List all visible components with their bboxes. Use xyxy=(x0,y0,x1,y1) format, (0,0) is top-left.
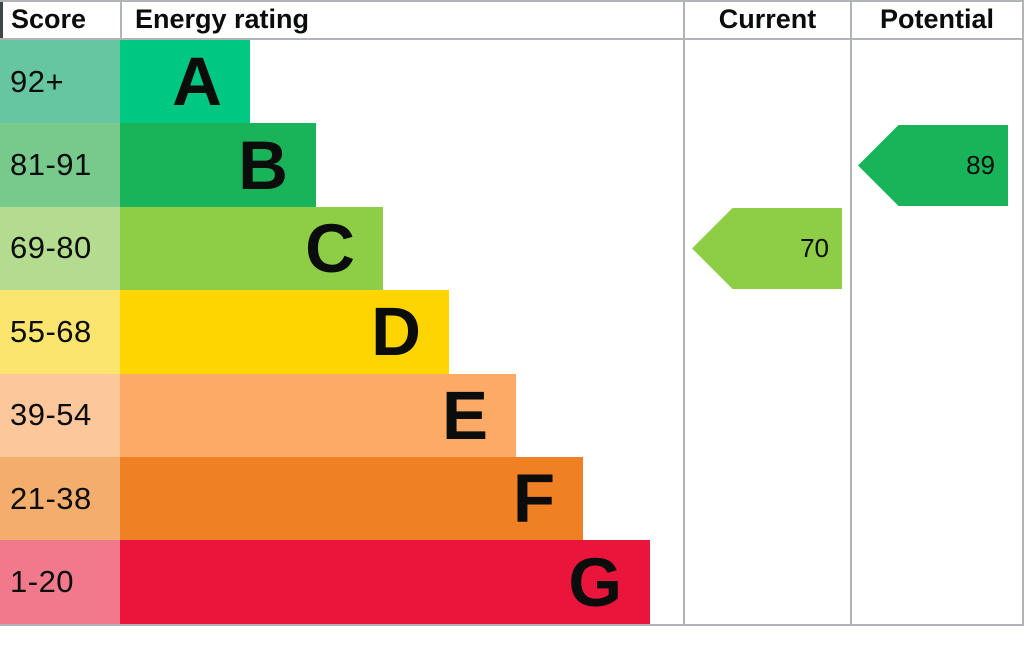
current-column-header: Current xyxy=(683,2,850,38)
score-range-f: 21-38 xyxy=(0,456,120,541)
rating-bar-f: F xyxy=(120,456,583,541)
band-row-c: 69-80 C xyxy=(0,206,683,291)
chart-header: Score Energy rating Current Potential xyxy=(0,0,1024,40)
rating-bar-c: C xyxy=(120,206,383,291)
score-range-d: 55-68 xyxy=(0,290,120,374)
rating-bar-a: A xyxy=(120,40,250,124)
band-letter-a: A xyxy=(172,43,222,121)
score-range-a: 92+ xyxy=(0,40,120,124)
band-letter-f: F xyxy=(512,460,555,538)
band-row-f: 21-38 F xyxy=(0,456,683,541)
potential-column-header: Potential xyxy=(850,2,1024,38)
score-range-c: 69-80 xyxy=(0,206,120,291)
rating-bar-b: B xyxy=(120,123,316,207)
potential-rating-arrow: 89 xyxy=(858,125,1008,206)
current-rating-arrow: 70 xyxy=(692,208,842,289)
rating-bar-d: D xyxy=(120,290,449,374)
score-column-header: Score xyxy=(0,2,120,38)
band-letter-b: B xyxy=(238,126,288,204)
band-row-g: 1-20 G xyxy=(0,540,683,624)
chart-body: 92+ A 81-91 B 69-80 C 55-68 D xyxy=(0,40,1024,626)
current-column: 70 xyxy=(683,40,850,624)
band-row-a: 92+ A xyxy=(0,40,683,124)
band-row-b: 81-91 B xyxy=(0,123,683,207)
potential-column: 89 xyxy=(850,40,1024,624)
band-letter-g: G xyxy=(568,543,622,621)
band-letter-c: C xyxy=(305,209,355,287)
score-range-g: 1-20 xyxy=(0,540,120,624)
current-rating-value: 70 xyxy=(800,233,829,263)
band-letter-d: D xyxy=(371,293,421,371)
band-row-e: 39-54 E xyxy=(0,373,683,457)
potential-rating-value: 89 xyxy=(966,150,995,180)
rating-bands: 92+ A 81-91 B 69-80 C 55-68 D xyxy=(0,40,683,624)
rating-bar-g: G xyxy=(120,540,650,624)
energy-rating-column-header: Energy rating xyxy=(120,2,683,38)
band-letter-e: E xyxy=(441,376,488,454)
score-range-b: 81-91 xyxy=(0,123,120,207)
score-range-e: 39-54 xyxy=(0,373,120,457)
band-row-d: 55-68 D xyxy=(0,290,683,374)
rating-bar-e: E xyxy=(120,373,516,457)
